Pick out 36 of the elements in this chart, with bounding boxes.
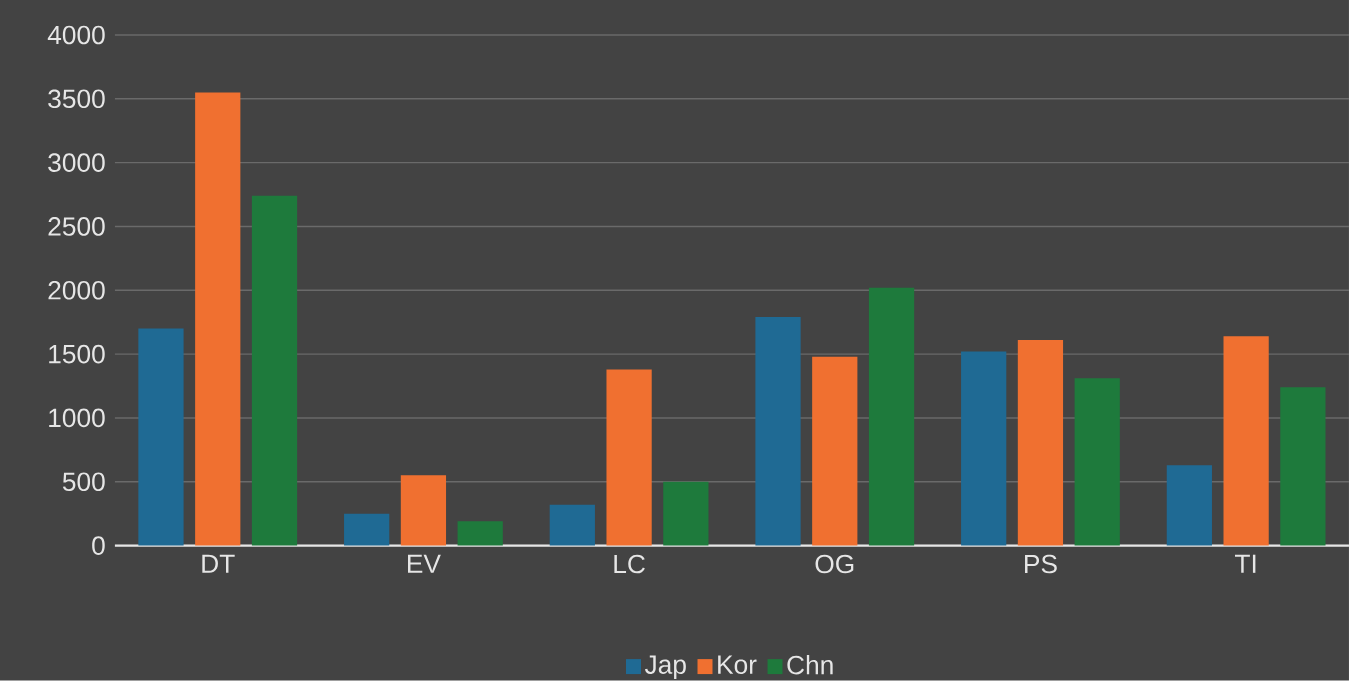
y-tick-label: 1000 xyxy=(49,408,105,428)
bar xyxy=(1074,378,1120,546)
bar xyxy=(1223,336,1269,546)
bar xyxy=(1166,465,1212,546)
bar xyxy=(755,317,801,546)
bar xyxy=(606,369,652,546)
bar xyxy=(138,328,184,546)
bar xyxy=(251,195,298,546)
legend-label: Jap xyxy=(644,655,686,680)
bar xyxy=(1280,387,1326,546)
legend-label: Chn xyxy=(787,655,833,675)
bar xyxy=(663,481,709,546)
legend-label: Kor xyxy=(718,655,757,674)
y-tick-label: 3500 xyxy=(48,89,105,109)
bar xyxy=(961,351,1007,546)
bar xyxy=(457,521,503,546)
y-tick-label: 4000 xyxy=(47,25,105,45)
x-tick-label: PS xyxy=(1025,554,1057,574)
x-tick-label: TI xyxy=(1234,554,1256,573)
bar xyxy=(868,287,915,546)
bar xyxy=(549,504,595,546)
bar xyxy=(400,475,447,546)
bar xyxy=(812,356,858,546)
x-tick-label: OG xyxy=(815,554,854,574)
y-tick-label: 2000 xyxy=(48,280,105,300)
y-tick-label: 500 xyxy=(62,472,105,491)
bar xyxy=(195,92,241,546)
y-tick-label: 3000 xyxy=(48,153,105,172)
bar xyxy=(344,513,390,546)
y-tick-label: 0 xyxy=(92,536,105,555)
x-tick-label: EV xyxy=(408,554,441,573)
y-tick-label: 1500 xyxy=(49,344,105,364)
bar xyxy=(1017,339,1064,546)
x-tick-label: DT xyxy=(202,554,235,573)
y-tick-label: 2500 xyxy=(48,217,105,236)
x-tick-label: LC xyxy=(614,554,645,574)
